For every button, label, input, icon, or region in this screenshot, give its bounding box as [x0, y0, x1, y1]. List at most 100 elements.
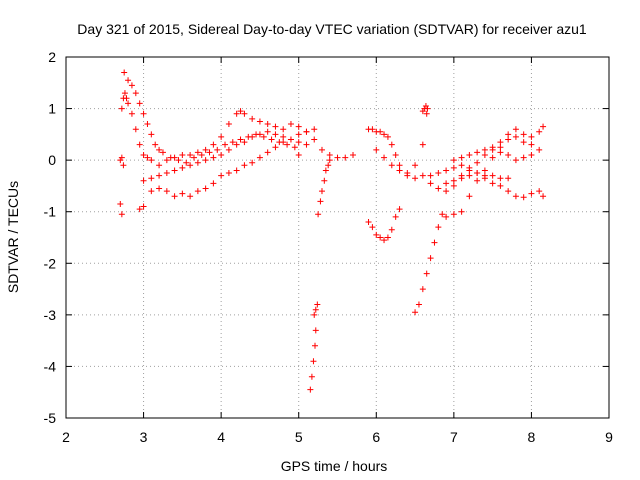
- data-point: [156, 162, 163, 169]
- data-point: [148, 188, 155, 195]
- data-point: [369, 224, 376, 231]
- data-point: [536, 188, 543, 195]
- data-point: [497, 144, 504, 151]
- data-point: [140, 203, 147, 210]
- data-point: [140, 177, 147, 184]
- data-point: [144, 154, 151, 161]
- y-tick-label: 1: [48, 101, 56, 117]
- data-point: [458, 162, 465, 169]
- data-point: [474, 177, 481, 184]
- data-point: [214, 146, 221, 153]
- data-point: [431, 239, 438, 246]
- data-point: [156, 172, 163, 179]
- data-point: [280, 126, 287, 133]
- x-tick-label: 8: [528, 429, 536, 445]
- data-point: [118, 211, 125, 218]
- data-point: [241, 162, 248, 169]
- x-tick-label: 3: [140, 429, 148, 445]
- data-point: [311, 136, 318, 143]
- data-point: [291, 144, 298, 151]
- data-point: [350, 151, 357, 158]
- data-point: [310, 358, 317, 365]
- data-point: [396, 206, 403, 213]
- data-point: [206, 149, 213, 156]
- data-point: [388, 226, 395, 233]
- data-point: [404, 172, 411, 179]
- data-point: [241, 139, 248, 146]
- axis-ticks: [65, 56, 610, 419]
- data-point: [194, 149, 201, 156]
- data-point: [280, 133, 287, 140]
- data-point: [136, 206, 143, 213]
- data-point: [458, 172, 465, 179]
- data-point: [171, 167, 178, 174]
- data-point: [120, 162, 127, 169]
- data-point: [536, 128, 543, 135]
- data-point: [423, 270, 430, 277]
- data-point: [450, 211, 457, 218]
- data-point: [450, 182, 457, 189]
- data-point: [466, 172, 473, 179]
- data-point: [505, 175, 512, 182]
- data-point: [163, 188, 170, 195]
- data-point: [450, 177, 457, 184]
- data-point: [167, 154, 174, 161]
- x-tick-label: 2: [62, 429, 70, 445]
- data-point: [540, 193, 547, 200]
- data-point: [136, 141, 143, 148]
- y-tick-label: -1: [44, 204, 57, 220]
- data-point: [123, 95, 130, 102]
- data-point: [373, 231, 380, 238]
- data-point: [194, 188, 201, 195]
- data-point: [412, 175, 419, 182]
- data-point: [233, 141, 240, 148]
- data-point: [450, 164, 457, 171]
- data-point: [187, 162, 194, 169]
- series-track-h: [307, 327, 319, 393]
- x-tick-labels: 2 3 4 5 6 7 8 9: [62, 429, 613, 445]
- data-point: [311, 311, 318, 318]
- series-track-b: [118, 90, 163, 169]
- data-point: [520, 131, 527, 138]
- data-point: [512, 126, 519, 133]
- data-point: [489, 154, 496, 161]
- data-point: [427, 255, 434, 262]
- data-point: [121, 69, 128, 76]
- series-track-s: [443, 170, 512, 187]
- data-point: [466, 164, 473, 171]
- data-point: [272, 123, 279, 130]
- data-point: [268, 136, 275, 143]
- data-point: [528, 151, 535, 158]
- series-track-i: [311, 301, 321, 318]
- data-point: [272, 131, 279, 138]
- data-point: [314, 301, 321, 308]
- data-point: [392, 213, 399, 220]
- data-point: [171, 193, 178, 200]
- data-point: [308, 373, 315, 380]
- data-point: [497, 149, 504, 156]
- data-point: [118, 154, 125, 161]
- data-point: [140, 110, 147, 117]
- x-tick-label: 7: [450, 429, 458, 445]
- data-point: [326, 151, 333, 158]
- data-point: [458, 154, 465, 161]
- data-point: [163, 157, 170, 164]
- data-point: [466, 193, 473, 200]
- data-point: [443, 180, 450, 187]
- data-point: [326, 157, 333, 164]
- data-point: [443, 213, 450, 220]
- data-point: [264, 149, 271, 156]
- data-point: [474, 170, 481, 177]
- data-point: [175, 157, 182, 164]
- data-point: [450, 157, 457, 164]
- data-point: [125, 100, 132, 107]
- data-point: [520, 154, 527, 161]
- y-tick-label: -5: [44, 410, 57, 426]
- data-point: [396, 162, 403, 169]
- data-point: [325, 162, 332, 169]
- data-point: [241, 110, 248, 117]
- y-tick-label: 2: [48, 49, 56, 65]
- data-point: [229, 139, 236, 146]
- data-point: [489, 180, 496, 187]
- data-point: [140, 151, 147, 158]
